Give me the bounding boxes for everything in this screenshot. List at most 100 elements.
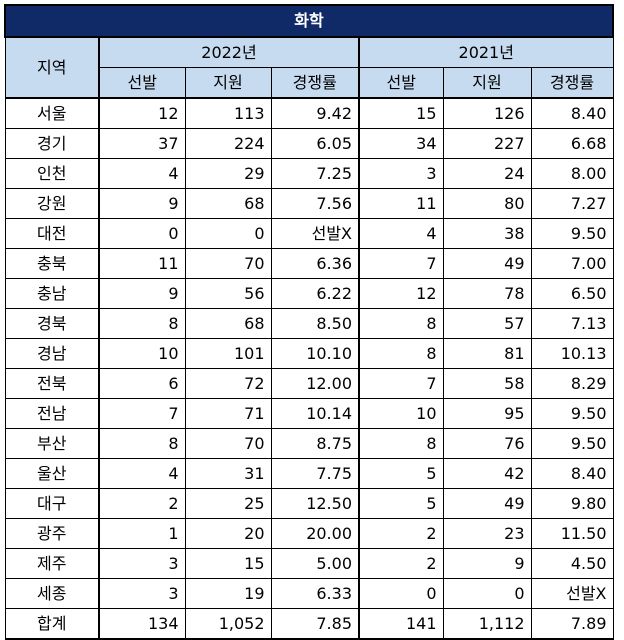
year-2022-header: 2022년 xyxy=(98,36,360,68)
value-cell: 8.75 xyxy=(270,428,360,459)
value-cell: 70 xyxy=(184,428,272,459)
col-header: 경쟁률 xyxy=(530,67,614,99)
table-row: 합계 134 1,052 7.85 141 1,112 7.89 xyxy=(4,608,614,640)
value-cell: 9 xyxy=(442,548,532,579)
col-header: 선발 xyxy=(98,67,186,99)
value-cell: 15 xyxy=(184,548,272,579)
competition-table: 화학 지역 2022년 2021년 선발 지원 경쟁률 선발 지원 경쟁률 서울… xyxy=(4,4,614,640)
value-cell: 3 xyxy=(358,158,444,189)
value-cell: 0 xyxy=(358,578,444,609)
value-cell: 4.50 xyxy=(530,548,614,579)
value-cell: 80 xyxy=(442,188,532,219)
col-header: 지원 xyxy=(442,67,532,99)
value-cell: 5 xyxy=(358,458,444,489)
value-cell: 5 xyxy=(358,488,444,519)
value-cell: 0 xyxy=(442,578,532,609)
region-cell: 인천 xyxy=(4,158,100,189)
value-cell: 76 xyxy=(442,428,532,459)
table-row: 광주 1 20 20.00 2 23 11.50 xyxy=(4,518,614,549)
region-cell: 대전 xyxy=(4,218,100,249)
value-cell: 224 xyxy=(184,128,272,159)
region-cell: 부산 xyxy=(4,428,100,459)
region-cell: 서울 xyxy=(4,97,100,129)
value-cell: 8.50 xyxy=(270,308,360,339)
region-cell: 울산 xyxy=(4,458,100,489)
value-cell: 9.50 xyxy=(530,218,614,249)
region-cell: 충남 xyxy=(4,278,100,309)
value-cell: 58 xyxy=(442,368,532,399)
table-row: 충북 11 70 6.36 7 49 7.00 xyxy=(4,248,614,279)
value-cell: 12 xyxy=(358,278,444,309)
value-cell: 1,052 xyxy=(184,608,272,640)
value-cell: 8 xyxy=(358,428,444,459)
value-cell: 0 xyxy=(98,218,186,249)
value-cell: 2 xyxy=(358,548,444,579)
value-cell: 9.80 xyxy=(530,488,614,519)
region-cell: 합계 xyxy=(4,608,100,640)
value-cell: 6 xyxy=(98,368,186,399)
value-cell: 7.75 xyxy=(270,458,360,489)
value-cell: 6.50 xyxy=(530,278,614,309)
value-cell: 8.29 xyxy=(530,368,614,399)
region-cell: 전남 xyxy=(4,398,100,429)
value-cell: 0 xyxy=(184,218,272,249)
value-cell: 8 xyxy=(358,338,444,369)
value-cell: 9.42 xyxy=(270,97,360,129)
value-cell: 70 xyxy=(184,248,272,279)
value-cell: 42 xyxy=(442,458,532,489)
value-cell: 7.25 xyxy=(270,158,360,189)
value-cell: 29 xyxy=(184,158,272,189)
table-row: 대전 0 0 선발X 4 38 9.50 xyxy=(4,218,614,249)
value-cell: 4 xyxy=(358,218,444,249)
value-cell: 141 xyxy=(358,608,444,640)
table-row: 전남 7 71 10.14 10 95 9.50 xyxy=(4,398,614,429)
value-cell: 57 xyxy=(442,308,532,339)
table-row: 인천 4 29 7.25 3 24 8.00 xyxy=(4,158,614,189)
region-cell: 경기 xyxy=(4,128,100,159)
value-cell: 134 xyxy=(98,608,186,640)
value-cell: 15 xyxy=(358,97,444,129)
table-body: 서울 12 113 9.42 15 126 8.40 경기 37 224 6.05 34 227 6.68… xyxy=(4,97,614,640)
value-cell: 49 xyxy=(442,488,532,519)
region-cell: 제주 xyxy=(4,548,100,579)
value-cell: 8.40 xyxy=(530,97,614,129)
value-cell: 6.68 xyxy=(530,128,614,159)
value-cell: 8 xyxy=(358,308,444,339)
value-cell: 37 xyxy=(98,128,186,159)
value-cell: 71 xyxy=(184,398,272,429)
region-cell: 경북 xyxy=(4,308,100,339)
value-cell: 7 xyxy=(98,398,186,429)
value-cell: 선발X xyxy=(270,218,360,249)
table-row: 대구 2 25 12.50 5 49 9.80 xyxy=(4,488,614,519)
col-header: 지원 xyxy=(184,67,272,99)
value-cell: 38 xyxy=(442,218,532,249)
table-row: 서울 12 113 9.42 15 126 8.40 xyxy=(4,97,614,129)
region-cell: 강원 xyxy=(4,188,100,219)
value-cell: 9 xyxy=(98,278,186,309)
value-cell: 11.50 xyxy=(530,518,614,549)
value-cell: 68 xyxy=(184,308,272,339)
region-cell: 경남 xyxy=(4,338,100,369)
value-cell: 6.05 xyxy=(270,128,360,159)
value-cell: 10 xyxy=(98,338,186,369)
value-cell: 4 xyxy=(98,158,186,189)
region-cell: 전북 xyxy=(4,368,100,399)
table-row: 경북 8 68 8.50 8 57 7.13 xyxy=(4,308,614,339)
value-cell: 24 xyxy=(442,158,532,189)
table-row: 경기 37 224 6.05 34 227 6.68 xyxy=(4,128,614,159)
value-cell: 8.40 xyxy=(530,458,614,489)
value-cell: 20.00 xyxy=(270,518,360,549)
value-cell: 56 xyxy=(184,278,272,309)
value-cell: 10.14 xyxy=(270,398,360,429)
region-cell: 충북 xyxy=(4,248,100,279)
col-header: 선발 xyxy=(358,67,444,99)
value-cell: 7 xyxy=(358,248,444,279)
table-row: 제주 3 15 5.00 2 9 4.50 xyxy=(4,548,614,579)
value-cell: 4 xyxy=(98,458,186,489)
table-row: 전북 6 72 12.00 7 58 8.29 xyxy=(4,368,614,399)
value-cell: 2 xyxy=(98,488,186,519)
value-cell: 선발X xyxy=(530,578,614,609)
table-row: 세종 3 19 6.33 0 0 선발X xyxy=(4,578,614,609)
value-cell: 20 xyxy=(184,518,272,549)
value-cell: 10.13 xyxy=(530,338,614,369)
